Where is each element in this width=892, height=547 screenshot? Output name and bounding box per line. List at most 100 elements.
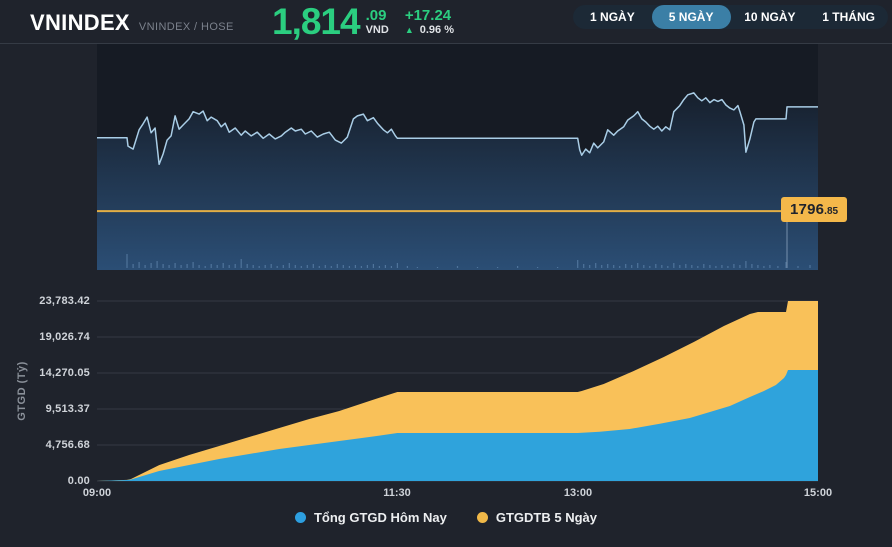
y-tick-label: 9,513.37 <box>0 403 90 415</box>
volume-bar <box>151 263 152 268</box>
volume-bar <box>751 264 752 268</box>
vnindex-chart-widget: VNINDEX VNINDEX / HOSE 1,814 .09 VND +17… <box>0 0 892 547</box>
volume-bar <box>497 267 498 268</box>
volume-bar <box>417 267 418 268</box>
y-tick-label: 4,756.68 <box>0 439 90 451</box>
tab-10-ngay[interactable]: 10 NGÀY <box>731 5 810 29</box>
volume-bar <box>595 263 596 268</box>
volume-bar <box>199 265 200 268</box>
volume-bar <box>343 265 344 268</box>
legend-item-today[interactable]: Tổng GTGD Hôm Nay <box>295 510 447 525</box>
volume-bar <box>733 264 734 268</box>
volume-bar <box>211 264 212 268</box>
title-row: VNINDEX VNINDEX / HOSE <box>30 10 234 36</box>
volume-bar <box>613 265 614 268</box>
price-chart-svg <box>0 44 892 270</box>
volume-bar <box>349 266 350 268</box>
volume-bar <box>631 265 632 268</box>
volume-bar <box>289 263 290 268</box>
period-tab-bar: 1 NGÀY 5 NGÀY 10 NGÀY 1 THÁNG <box>573 5 888 29</box>
volume-bar <box>205 266 206 268</box>
volume-bar <box>355 265 356 268</box>
volume-bar <box>697 266 698 268</box>
tab-5-ngay[interactable]: 5 NGÀY <box>652 5 731 29</box>
volume-bar <box>437 267 438 268</box>
volume-bar <box>583 264 584 268</box>
change-block: +17.24 ▲ 0.96 % <box>405 8 454 37</box>
volume-bar <box>673 263 674 268</box>
volume-bar <box>181 265 182 268</box>
volume-bar <box>247 264 248 268</box>
legend-item-5day-avg[interactable]: GTGDTB 5 Ngày <box>477 510 597 525</box>
volume-bar <box>367 265 368 268</box>
volume-bar <box>679 265 680 268</box>
volume-bar <box>727 266 728 268</box>
volume-bar <box>797 266 798 268</box>
volume-bar <box>777 266 778 268</box>
volume-bar <box>169 265 170 268</box>
volume-bar <box>557 267 558 268</box>
volume-bar <box>589 265 590 268</box>
x-tick-label: 11:30 <box>383 487 411 499</box>
volume-bar <box>373 264 374 268</box>
volume-bar <box>313 264 314 268</box>
volume-bar <box>809 265 810 268</box>
volume-bar <box>397 263 398 268</box>
y-tick-label: 0.00 <box>0 475 90 487</box>
page-title: VNINDEX <box>30 10 130 36</box>
volume-bar <box>601 265 602 268</box>
header: VNINDEX VNINDEX / HOSE 1,814 .09 VND +17… <box>0 0 892 44</box>
volume-bar <box>301 266 302 268</box>
symbol-exchange-label: VNINDEX / HOSE <box>139 21 234 33</box>
y-tick-label: 19,026.74 <box>0 331 90 343</box>
price-fraction: .09 <box>366 8 389 23</box>
blue-dot-icon <box>295 512 306 523</box>
volume-bar <box>319 266 320 268</box>
volume-bar <box>763 266 764 268</box>
volume-bar <box>295 265 296 268</box>
volume-bar <box>126 254 127 268</box>
volume-bar <box>703 264 704 268</box>
volume-bar <box>649 266 650 268</box>
volume-bar <box>163 264 164 268</box>
x-tick-label: 13:00 <box>564 487 592 499</box>
price-value: 1,814 <box>272 2 360 42</box>
tab-1-thang[interactable]: 1 THÁNG <box>809 5 888 29</box>
reference-price-label: 1796.85 <box>781 197 847 222</box>
volume-bar <box>253 265 254 268</box>
volume-bar <box>407 266 408 268</box>
volume-bar <box>691 265 692 268</box>
yellow-dot-icon <box>477 512 488 523</box>
volume-bar <box>457 266 458 268</box>
volume-bar <box>643 265 644 268</box>
volume-bar <box>361 266 362 268</box>
volume-bar <box>577 260 578 268</box>
volume-bar <box>685 264 686 268</box>
volume-bar <box>667 266 668 268</box>
change-percent: 0.96 % <box>420 23 454 37</box>
volume-bar <box>637 263 638 268</box>
volume-bar <box>745 261 746 268</box>
volume-bar <box>271 264 272 268</box>
price-chart[interactable]: 1796.85 <box>0 44 892 270</box>
volume-bar <box>385 265 386 268</box>
price-block: 1,814 .09 VND +17.24 ▲ 0.96 % <box>272 2 454 42</box>
volume-bar <box>235 264 236 268</box>
price-sub-block: .09 VND <box>366 8 389 37</box>
volume-bar <box>187 264 188 268</box>
x-tick-label: 15:00 <box>804 487 832 499</box>
volume-bar <box>133 264 134 268</box>
volume-bar <box>241 259 242 268</box>
value-chart[interactable] <box>0 282 892 482</box>
volume-bar <box>607 264 608 268</box>
volume-bar <box>625 264 626 268</box>
volume-bar <box>391 266 392 268</box>
volume-bar <box>769 265 770 268</box>
tab-1-ngay[interactable]: 1 NGÀY <box>573 5 652 29</box>
volume-bar <box>277 266 278 268</box>
y-tick-label: 23,783.42 <box>0 295 90 307</box>
volume-bar <box>175 263 176 268</box>
volume-bar <box>259 266 260 268</box>
volume-bar <box>217 265 218 268</box>
volume-bar <box>537 267 538 268</box>
